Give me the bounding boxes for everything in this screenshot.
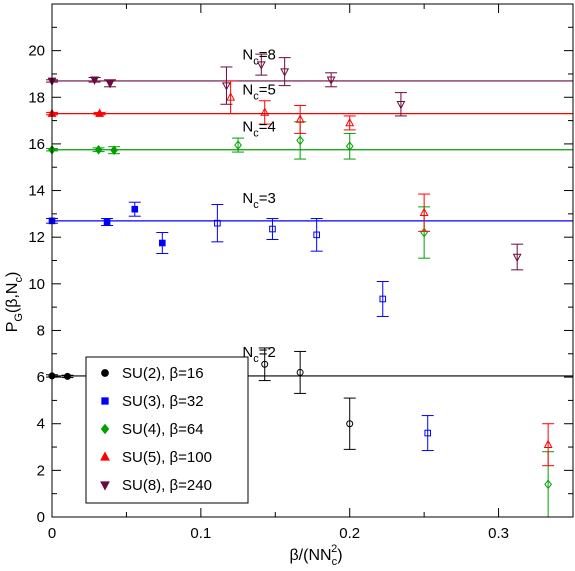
axis-ticks: 0 0.1 0.2 0.3 0 2 4 6 8 10 12 14 16 18 20 <box>28 4 573 542</box>
data-point <box>95 108 105 117</box>
legend-marker <box>100 481 110 491</box>
x-axis-title: β/(NNc2) <box>289 543 342 568</box>
data-point <box>131 205 139 213</box>
legend-label: SU(3), β=32 <box>122 393 204 410</box>
series-annotation: Nc=8 <box>242 46 275 67</box>
data-point <box>256 61 266 70</box>
data-point <box>280 68 290 77</box>
series-annotation: Nc=3 <box>242 190 275 211</box>
data-point <box>159 239 166 247</box>
annotations: Nc=2 Nc=3 Nc=4 Nc=5 Nc=8 <box>242 46 275 364</box>
data-point <box>261 360 269 368</box>
data-point <box>110 145 118 156</box>
legend-marker <box>101 397 109 405</box>
y-tick-label: 20 <box>28 43 45 60</box>
data-point <box>379 295 387 303</box>
data-point <box>424 429 432 437</box>
y-tick-label: 18 <box>28 89 45 106</box>
data-point <box>396 100 406 110</box>
data-point <box>346 420 354 428</box>
data-point <box>226 92 236 101</box>
data-point <box>296 368 304 376</box>
data-point <box>90 76 100 85</box>
series-group <box>46 53 524 271</box>
data-point <box>234 140 242 150</box>
data-point <box>419 207 429 216</box>
data-point <box>345 117 355 127</box>
data-point <box>543 439 553 449</box>
y-tick-label: 8 <box>37 322 45 339</box>
legend-label: SU(5), β=100 <box>122 449 212 466</box>
series-annotation: Nc=4 <box>242 119 275 140</box>
legend-marker <box>100 423 110 435</box>
legend-label: SU(2), β=16 <box>122 365 204 382</box>
x-tick-label: 0.2 <box>339 525 360 542</box>
data-point <box>222 82 231 91</box>
y-tick-label: 14 <box>28 183 45 200</box>
legend-label: SU(4), β=64 <box>122 421 204 438</box>
data-point <box>313 231 320 239</box>
y-axis-title: PG(β,Nc) <box>4 272 25 333</box>
series-annotation: Nc=5 <box>242 81 275 102</box>
y-tick-label: 2 <box>37 462 45 479</box>
data-point <box>544 479 552 490</box>
y-tick-label: 0 <box>37 509 45 526</box>
y-tick-label: 12 <box>28 229 45 246</box>
series-group <box>46 201 434 452</box>
data-point <box>94 144 103 155</box>
fit-lines <box>52 80 573 377</box>
series-annotation: Nc=2 <box>242 344 275 365</box>
x-tick-label: 0 <box>48 525 56 542</box>
data-point <box>63 372 71 380</box>
x-tick-label: 0.1 <box>190 525 211 542</box>
series-group <box>46 121 555 517</box>
y-tick-label: 10 <box>28 276 45 293</box>
legend-label: SU(8), β=240 <box>122 477 212 494</box>
legend: SU(2), β=16 SU(3), β=32 SU(4), β=64 SU(5), … <box>85 356 249 504</box>
data-point <box>345 141 354 152</box>
y-tick-label: 16 <box>28 136 45 153</box>
x-tick-label: 0.3 <box>488 525 509 542</box>
data-point <box>103 218 111 226</box>
data-point <box>214 219 221 227</box>
data-point <box>260 107 270 116</box>
data-point <box>295 114 305 123</box>
legend-marker <box>100 451 110 461</box>
data-point <box>105 79 115 89</box>
data-point <box>512 253 522 263</box>
data-point <box>296 135 304 146</box>
legend-box <box>85 356 249 504</box>
y-tick-label: 6 <box>37 369 45 386</box>
legend-marker <box>101 369 109 377</box>
y-tick-label: 4 <box>37 416 45 433</box>
data-point <box>269 225 276 233</box>
data-point <box>326 76 336 85</box>
